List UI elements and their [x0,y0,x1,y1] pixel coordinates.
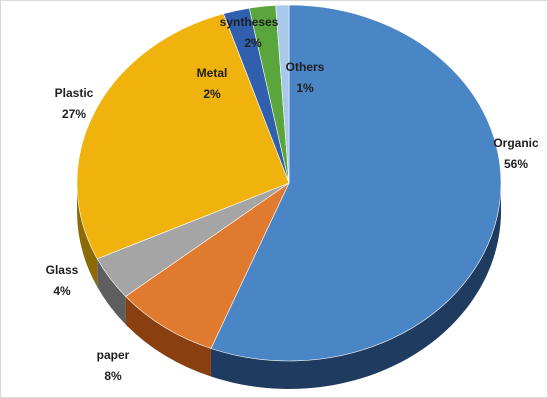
slice-percent-metal: 2% [203,87,221,101]
slice-others [275,4,290,184]
slice-depth-plastic [77,183,98,287]
pie-labels: Organic 56% paper 8% Glass 4% Plastic 27… [46,15,539,383]
slice-percent-syntheses: 2% [244,36,262,50]
slice-depth-organic [210,183,501,389]
slice-label-syntheses: syntheses [220,15,279,29]
slice-label-plastic: Plastic [55,86,94,100]
slice-depth-paper [125,296,211,377]
slice-label-organic: Organic [493,136,539,150]
pie-3d-depth [77,183,501,389]
slice-organic [210,4,502,362]
slice-label-glass: Glass [46,263,79,277]
slice-percent-others: 1% [296,81,314,95]
slice-plastic [76,13,290,260]
slice-percent-paper: 8% [104,369,122,383]
slice-percent-organic: 56% [504,157,528,171]
slice-percent-glass: 4% [53,284,71,298]
slice-label-paper: paper [97,348,130,362]
pie-top-face [76,4,502,362]
slice-depth-glass [97,258,126,325]
slice-paper [125,182,290,349]
slice-label-others: Others [286,60,325,74]
slice-label-metal: Metal [197,66,228,80]
slice-percent-plastic: 27% [62,107,86,121]
